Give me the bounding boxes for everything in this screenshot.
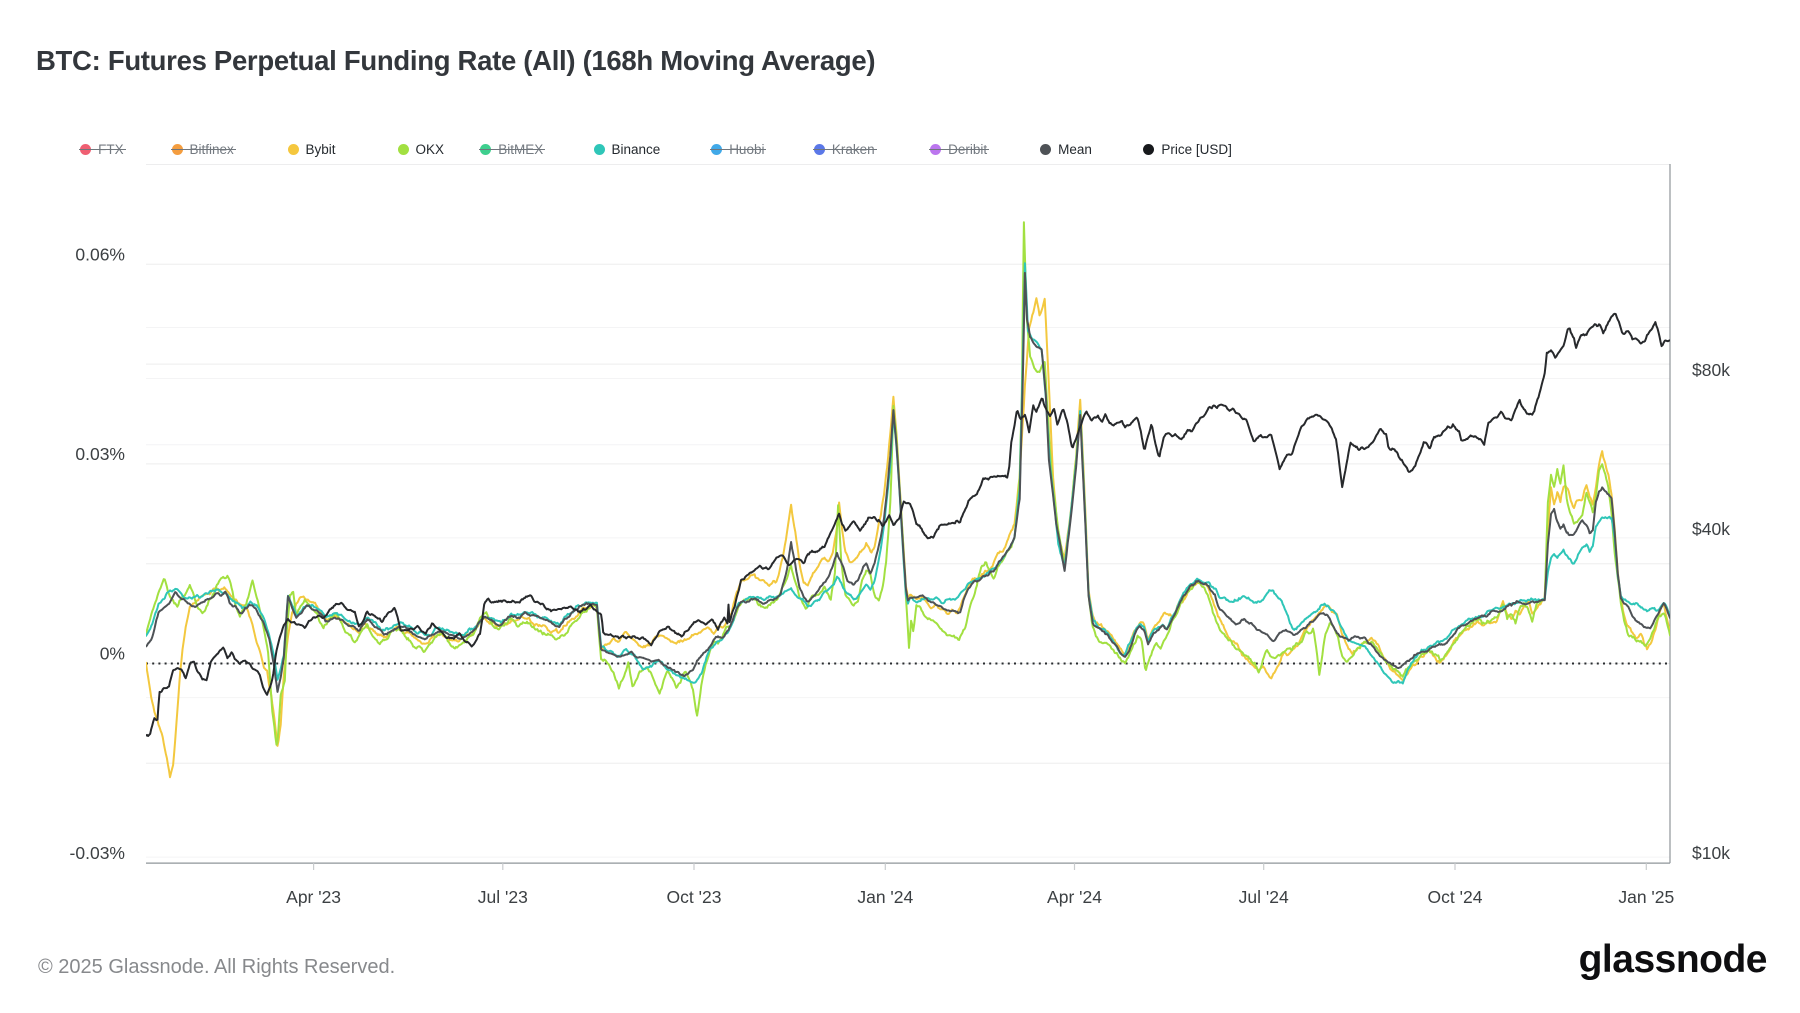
svg-text:0.06%: 0.06% xyxy=(75,244,125,264)
svg-text:Oct '23: Oct '23 xyxy=(667,887,722,907)
svg-text:Apr '24: Apr '24 xyxy=(1047,887,1102,907)
svg-text:Jul '23: Jul '23 xyxy=(478,887,528,907)
svg-text:-0.03%: -0.03% xyxy=(70,843,125,863)
svg-text:0.03%: 0.03% xyxy=(75,444,125,464)
svg-text:Jan '25: Jan '25 xyxy=(1618,887,1674,907)
svg-text:$10k: $10k xyxy=(1692,843,1730,863)
svg-text:$40k: $40k xyxy=(1692,519,1730,539)
svg-text:Apr '23: Apr '23 xyxy=(286,887,341,907)
svg-text:Jan '24: Jan '24 xyxy=(857,887,913,907)
svg-text:$80k: $80k xyxy=(1692,360,1730,380)
svg-text:0%: 0% xyxy=(100,644,125,664)
svg-text:Oct '24: Oct '24 xyxy=(1428,887,1483,907)
svg-text:Jul '24: Jul '24 xyxy=(1239,887,1289,907)
